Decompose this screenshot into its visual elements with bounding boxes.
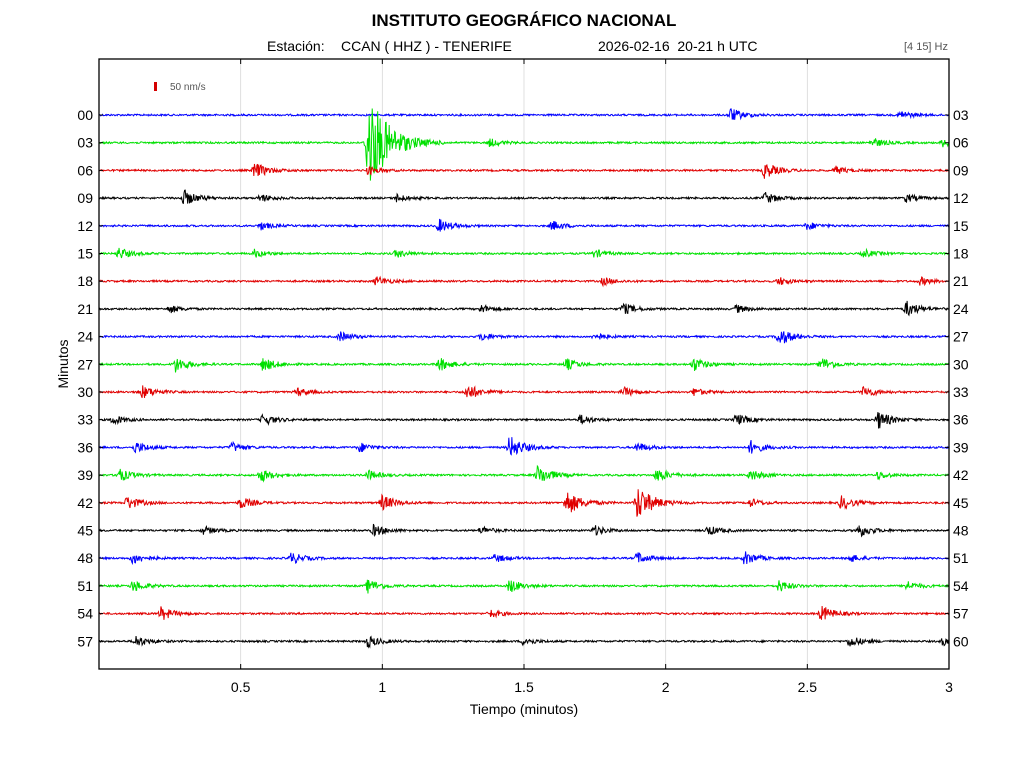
trace-left-label: 36 (77, 439, 93, 455)
trace-09 (98, 189, 950, 205)
trace-right-label: 30 (953, 356, 969, 372)
trace-right-label: 36 (953, 412, 969, 428)
trace-39 (98, 464, 950, 483)
trace-right-label: 60 (953, 633, 969, 649)
trace-left-label: 09 (77, 190, 93, 206)
trace-left-label: 06 (77, 162, 93, 178)
trace-30 (98, 385, 950, 398)
trace-21 (98, 300, 950, 317)
trace-right-label: 42 (953, 467, 969, 483)
x-axis-label: Tiempo (minutos) (470, 701, 578, 717)
filter-band: [4 15] Hz (904, 41, 948, 53)
trace-24 (98, 331, 950, 344)
trace-right-label: 33 (953, 384, 969, 400)
trace-left-label: 15 (77, 246, 93, 262)
trace-left-label: 30 (77, 384, 93, 400)
trace-left-label: 57 (77, 633, 93, 649)
trace-right-label: 03 (953, 107, 969, 123)
trace-right-label: 15 (953, 218, 969, 234)
date-time: 2026-02-16 20-21 h UTC (598, 38, 758, 54)
trace-left-label: 12 (77, 218, 93, 234)
trace-54 (98, 605, 950, 620)
trace-left-label: 18 (77, 273, 93, 289)
trace-right-label: 12 (953, 190, 969, 206)
trace-right-label: 57 (953, 606, 969, 622)
y-axis-label: Minutos (55, 339, 71, 388)
x-tick-label: 0.5 (231, 679, 251, 695)
trace-layer (98, 108, 950, 649)
trace-left-label: 03 (77, 135, 93, 151)
chart-title: INSTITUTO GEOGRÁFICO NACIONAL (372, 11, 677, 30)
trace-right-label: 27 (953, 329, 969, 345)
trace-18 (98, 275, 950, 288)
trace-right-label: 21 (953, 273, 969, 289)
x-tick-label: 3 (945, 679, 953, 695)
trace-right-label: 48 (953, 523, 969, 539)
station-name: CCAN ( HHZ ) - TENERIFE (341, 38, 512, 54)
trace-48 (98, 551, 950, 566)
scale-bar (154, 82, 157, 91)
station-label: Estación: (267, 38, 325, 54)
trace-left-label: 54 (77, 606, 93, 622)
trace-00 (98, 108, 950, 121)
trace-left-label: 00 (77, 107, 93, 123)
trace-right-label: 45 (953, 495, 969, 511)
scale-label: 50 nm/s (170, 82, 206, 93)
trace-right-label: 39 (953, 439, 969, 455)
trace-left-label: 42 (77, 495, 93, 511)
trace-right-label: 18 (953, 246, 969, 262)
trace-12 (98, 218, 950, 232)
trace-03 (98, 108, 950, 181)
x-tick-label: 1 (378, 679, 386, 695)
trace-left-label: 45 (77, 523, 93, 539)
trace-33 (98, 412, 950, 429)
x-tick-label: 1.5 (514, 679, 534, 695)
trace-left-label: 33 (77, 412, 93, 428)
trace-right-label: 24 (953, 301, 969, 317)
trace-left-label: 21 (77, 301, 93, 317)
trace-right-label: 09 (953, 162, 969, 178)
trace-42 (98, 489, 950, 517)
trace-left-label: 51 (77, 578, 93, 594)
trace-left-label: 48 (77, 550, 93, 566)
x-tick-label: 2 (662, 679, 670, 695)
trace-left-label: 27 (77, 356, 93, 372)
trace-27 (98, 358, 950, 373)
trace-06 (98, 163, 950, 179)
trace-left-label: 24 (77, 329, 93, 345)
trace-57 (98, 635, 950, 649)
trace-15 (98, 247, 950, 259)
trace-right-label: 51 (953, 550, 969, 566)
trace-right-label: 06 (953, 135, 969, 151)
trace-right-label: 54 (953, 578, 969, 594)
x-tick-label: 2.5 (798, 679, 818, 695)
trace-51 (98, 579, 950, 594)
trace-36 (98, 437, 950, 456)
trace-left-label: 39 (77, 467, 93, 483)
trace-45 (98, 523, 950, 538)
